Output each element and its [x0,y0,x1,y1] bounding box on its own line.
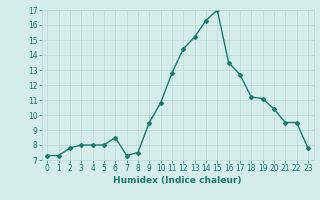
X-axis label: Humidex (Indice chaleur): Humidex (Indice chaleur) [113,176,242,185]
